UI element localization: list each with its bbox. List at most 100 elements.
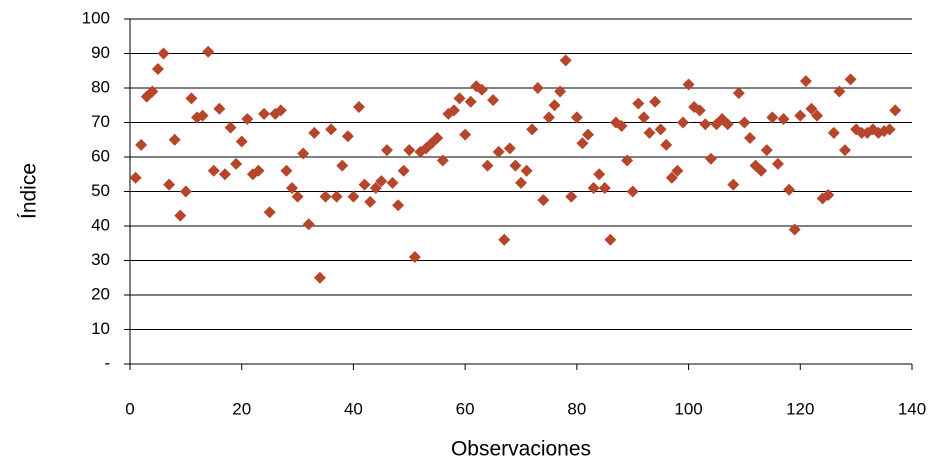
point [319,190,332,203]
x-tick-label: 140 [898,399,926,418]
point [235,135,248,148]
point [822,188,835,201]
point [185,92,198,105]
y-tick-label: 90 [91,43,110,62]
x-tick-label: 40 [344,399,363,418]
point [218,168,231,181]
point [665,171,678,184]
point [889,104,902,117]
point [811,109,824,122]
point [660,138,673,151]
point [548,99,561,112]
point [755,164,768,177]
point [582,128,595,141]
point [654,123,667,136]
point [570,111,583,124]
point [202,45,215,58]
point [241,113,254,126]
point [542,111,555,124]
point [302,218,315,231]
point [369,182,382,195]
point [537,194,550,207]
point [313,271,326,284]
point [721,118,734,131]
point [704,152,717,165]
point [380,144,393,157]
point [699,118,712,131]
y-tick-label: 70 [91,112,110,131]
point [291,190,304,203]
point [515,176,527,189]
point [693,104,706,117]
point [682,78,695,91]
point [526,123,539,136]
y-tick-label: - [104,353,110,372]
point [364,195,377,208]
x-tick-label: 120 [786,399,814,418]
point [766,111,779,124]
point [671,164,684,177]
point [838,144,851,157]
point [207,164,220,177]
point [325,123,338,136]
point [771,157,784,170]
point [503,142,516,155]
x-tick-label: 100 [674,399,702,418]
y-tick-label: 60 [91,146,110,165]
point [481,159,494,172]
point [408,251,421,264]
point [258,107,271,120]
point [576,137,589,150]
point [375,175,388,188]
point [403,144,416,157]
point [151,63,164,76]
y-tick-label: 30 [91,250,110,269]
point [146,85,159,98]
point [436,154,449,167]
x-tick-label: 0 [125,399,134,418]
point [179,185,192,198]
point [168,133,181,146]
point [353,100,366,113]
point [883,123,896,136]
point [498,233,511,246]
point [397,164,410,177]
point [643,126,656,139]
point [341,130,354,143]
point [157,47,170,60]
point [744,132,757,145]
point [520,164,533,177]
point [431,132,444,145]
point [447,104,460,117]
point [587,182,600,195]
y-tick-label: 40 [91,215,110,234]
point [760,144,773,157]
point [263,206,276,219]
x-axis-title: Observaciones [451,438,591,461]
point [844,73,857,86]
point [213,102,226,115]
point [593,168,606,181]
point [386,176,399,189]
x-tick-label: 60 [456,399,475,418]
point [392,199,405,212]
point [129,171,142,184]
x-tick-label: 80 [567,399,586,418]
point [615,119,628,132]
point [799,75,812,88]
point [135,138,148,151]
point [492,145,505,158]
point [459,128,472,141]
point [727,178,740,191]
point [509,159,522,172]
point [805,102,818,115]
y-tick-label: 100 [82,8,110,27]
point [531,82,544,94]
y-tick-label: 10 [91,319,110,338]
point [308,126,321,139]
point [559,54,572,67]
point [632,97,645,110]
point [637,111,650,124]
point [358,178,371,191]
x-tick-label: 20 [232,399,251,418]
